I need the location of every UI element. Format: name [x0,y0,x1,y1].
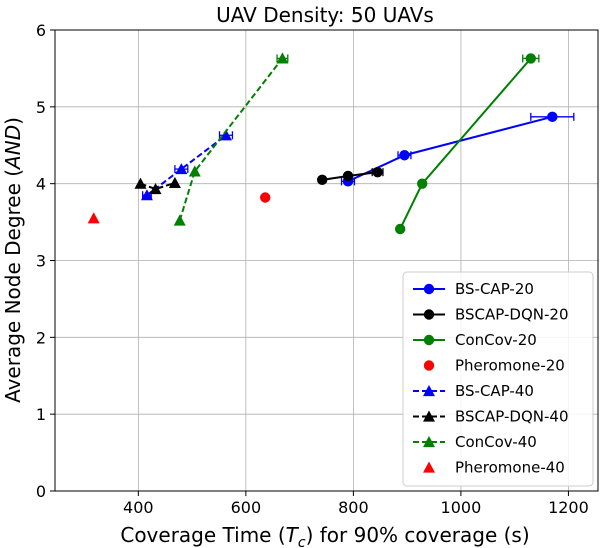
legend-marker [423,283,435,295]
legend: BS-CAP-20 BSCAP-DQN-20 ConCov-20 Pheromone-… [402,271,594,487]
data-point [134,177,147,189]
data-point [525,53,536,64]
series-concov-20 [394,53,540,235]
x-tick-label: 1200 [548,498,589,517]
y-axis-title: Average Node Degree (AND) [1,117,25,403]
legend-marker [423,410,435,422]
data-point [342,170,354,182]
series-bscap-dqn-40 [134,176,181,195]
series-bs-cap-40 [140,129,234,201]
x-axis-title-symbol: T [286,523,300,547]
y-tick-label: 2 [36,328,46,347]
data-point [276,52,289,64]
x-tick-label: 800 [338,498,369,517]
legend-entry: BSCAP-DQN-40 [413,408,569,426]
legend-marker [423,461,435,473]
legend-entry: Pheromone-40 [423,459,565,477]
legend-box [402,271,594,487]
data-point [547,111,558,123]
data-point [219,129,232,141]
y-tick-label: 5 [36,98,46,117]
y-tick-label: 4 [36,175,46,194]
series-line [399,57,532,230]
legend-marker [423,360,435,371]
legend-label: BSCAP-DQN-20 [455,306,569,324]
legend-label: BSCAP-DQN-40 [455,408,569,426]
series-line [178,57,284,221]
legend-label: Pheromone-40 [455,459,565,477]
data-point [140,189,153,201]
legend-entry: Pheromone-20 [423,357,565,375]
legend-label: BS-CAP-20 [455,280,534,298]
data-point [188,165,201,177]
legend-marker [423,309,435,320]
legend-entry: BSCAP-DQN-20 [413,306,569,324]
x-tick-label: 400 [123,498,154,517]
data-point [149,183,162,195]
legend-entry: ConCov-40 [413,433,537,451]
x-axis-title-suffix: ) for 90% coverage (s) [306,523,530,547]
data-point [87,212,100,224]
x-axis-title: Coverage Time (Tc) for 90% coverage (s) [120,523,529,548]
legend-entry: ConCov-20 [413,331,537,349]
chart-title: UAV Density: 50 UAVs [216,3,434,27]
legend-label: ConCov-40 [455,433,537,451]
y-tick-label: 6 [36,21,46,40]
legend-entry: BS-CAP-20 [413,280,534,298]
data-point [416,178,428,189]
legend-label: ConCov-20 [455,331,537,349]
legend-label: Pheromone-20 [455,357,565,375]
data-point [175,163,188,175]
legend-marker [423,385,435,397]
data-point [260,192,271,203]
data-point [168,176,181,188]
series-bscap-dqn-20 [316,166,384,186]
data-point [394,223,406,235]
x-tick-label: 1000 [441,498,482,517]
y-tick-label: 1 [36,405,46,424]
y-axis-title-italic: AND [1,125,25,171]
legend-marker [423,436,435,448]
y-axis-title-suffix: ) [1,117,25,125]
y-tick-label: 0 [36,482,46,501]
data-point [173,214,186,226]
y-tick-label: 3 [36,252,46,271]
legend-label: BS-CAP-40 [455,382,534,400]
series-line [140,181,176,191]
x-axis-title-prefix: Coverage Time ( [120,523,285,547]
legend-entry: BS-CAP-40 [413,382,534,400]
axis-ticks: 400 600 800 1000 1200 0 1 2 3 4 5 6 [36,21,589,517]
series-layer [87,52,575,235]
legend-marker [423,334,435,346]
x-axis-title-subscript: c [298,535,306,548]
series-concov-40 [173,52,289,226]
series-pheromone-40 [87,212,100,224]
data-point [316,174,328,186]
y-axis-title-prefix: Average Node Degree ( [1,169,25,403]
data-point [399,150,410,161]
series-line [146,134,227,196]
x-tick-label: 600 [231,498,262,517]
series-pheromone-20 [260,192,271,203]
data-point [372,166,383,178]
